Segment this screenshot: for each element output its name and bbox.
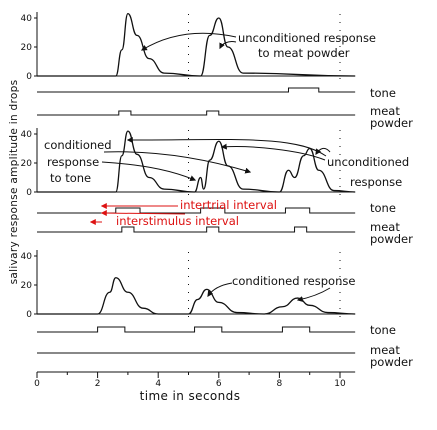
panel-1-meat-trace bbox=[37, 110, 356, 116]
arrow-uncond-2 bbox=[126, 136, 327, 157]
y-axis-label: salivary response amplitude in drops bbox=[8, 80, 20, 285]
panel-3-ytick-label: 40 bbox=[21, 252, 33, 262]
panel-3-tone-trace bbox=[37, 326, 356, 333]
panel-3-ytick-label: 0 bbox=[26, 310, 32, 320]
x-tick-label: 8 bbox=[277, 379, 283, 389]
annotation-conditioned-2: response bbox=[47, 155, 99, 169]
arrow-bottom-1 bbox=[207, 282, 233, 297]
panel-1-tone-trace bbox=[37, 87, 356, 93]
x-tick-label: 0 bbox=[34, 379, 40, 389]
x-axis-label: time in seconds bbox=[140, 389, 241, 403]
tone-label-2: tone bbox=[370, 201, 396, 215]
meat-label-3b: powder bbox=[370, 355, 413, 369]
arrow-uncond-3 bbox=[315, 147, 331, 155]
arrow-uncond-1 bbox=[220, 143, 326, 161]
annotation-unconditioned-top-2: to meat powder bbox=[258, 46, 350, 60]
arrow-cond-2 bbox=[101, 161, 197, 182]
x-tick-label: 4 bbox=[155, 379, 161, 389]
panel-2-ytick-label: 40 bbox=[21, 130, 33, 140]
panel-2-ytick-label: 20 bbox=[21, 159, 33, 169]
panel-1-salivary-trace bbox=[36, 12, 356, 77]
tone-label-3: tone bbox=[370, 323, 396, 337]
panel-2-ytick-label: 0 bbox=[26, 188, 32, 198]
annotation-conditioned-bottom: conditioned response bbox=[232, 274, 355, 288]
panel-1-ytick-label: 0 bbox=[26, 72, 32, 82]
meat-label-1a: meat bbox=[370, 104, 400, 118]
meat-label-1b: powder bbox=[370, 116, 413, 130]
arrow-to-second-peak bbox=[219, 41, 237, 50]
meat-label-2b: powder bbox=[370, 232, 413, 246]
panel-1-ytick-label: 20 bbox=[21, 43, 33, 53]
arrow-bottom-2 bbox=[296, 287, 331, 302]
annotation-conditioned-1: conditioned bbox=[44, 138, 112, 152]
x-axis: 0 2 4 6 8 10 bbox=[34, 371, 356, 389]
annotation-interstimulus: interstimulus interval bbox=[116, 214, 239, 228]
arrow-cond-1 bbox=[103, 151, 252, 174]
x-tick-label: 2 bbox=[95, 379, 101, 389]
annotation-unconditioned-mid-1: unconditioned bbox=[327, 155, 409, 169]
annotation-unconditioned-mid-2: response bbox=[350, 175, 402, 189]
panel-3-ytick-label: 20 bbox=[21, 281, 33, 291]
intertrial-arrow-2 bbox=[100, 210, 186, 217]
meat-label-2a: meat bbox=[370, 220, 400, 234]
panel-2-tone-trace bbox=[37, 207, 356, 214]
tone-label-1: tone bbox=[370, 86, 396, 100]
x-tick-label: 10 bbox=[334, 379, 346, 389]
annotation-intertrial: intertrial interval bbox=[180, 198, 277, 212]
annotation-conditioned-3: to tone bbox=[50, 171, 91, 185]
meat-label-3a: meat bbox=[370, 343, 400, 357]
arrow-to-first-peak bbox=[140, 32, 237, 51]
annotation-unconditioned-top-1: unconditioned response bbox=[238, 31, 376, 45]
x-tick-label: 6 bbox=[216, 379, 222, 389]
panel-2-meat-trace bbox=[37, 226, 356, 233]
panel-1-ytick-label: 40 bbox=[21, 14, 33, 24]
